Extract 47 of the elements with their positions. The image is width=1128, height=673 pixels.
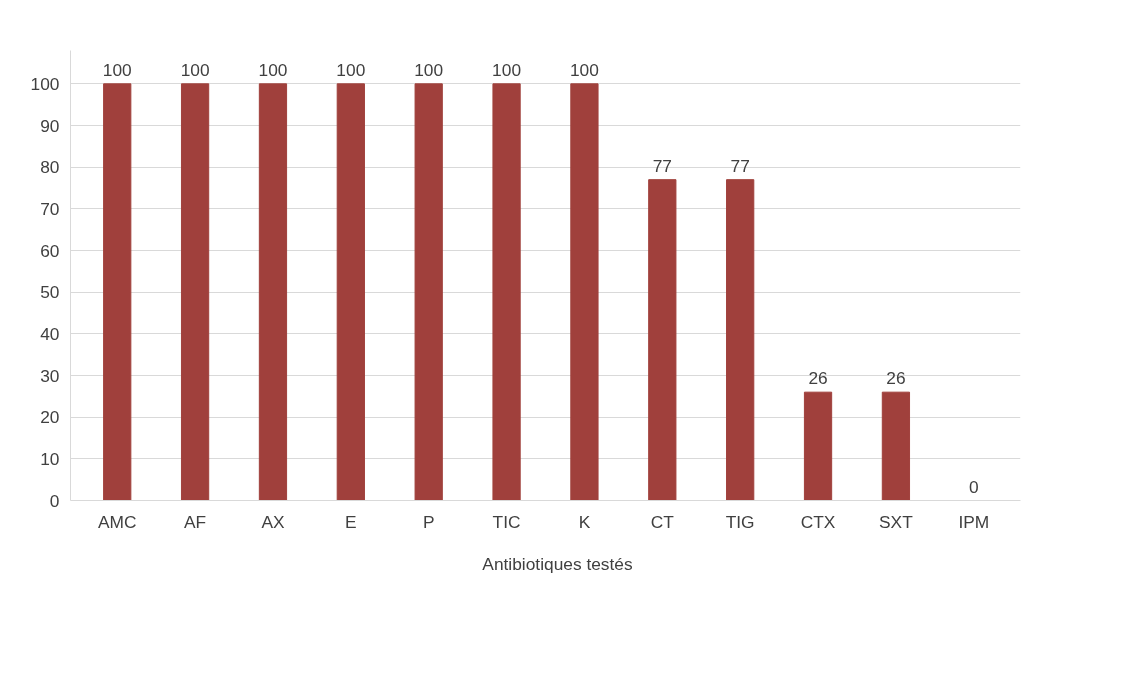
data-label: 100 <box>492 59 522 80</box>
bar <box>881 391 911 501</box>
bar <box>336 83 365 501</box>
x-tick-label: AX <box>261 511 285 532</box>
data-label: 100 <box>414 59 444 80</box>
y-tick-label: 40 <box>40 323 60 344</box>
bar <box>492 83 521 501</box>
y-tick-label: 80 <box>40 157 60 178</box>
y-tick-label: 30 <box>40 365 60 386</box>
data-label: 100 <box>102 59 132 80</box>
x-tick-label: AMC <box>97 511 137 532</box>
bar <box>570 83 599 501</box>
x-tick-label: E <box>345 511 357 532</box>
x-tick-label: AF <box>184 511 207 532</box>
data-label: 100 <box>569 59 599 80</box>
x-tick-label: TIC <box>492 511 521 532</box>
bar <box>803 391 833 501</box>
text: Antibiotiques testés <box>482 553 633 575</box>
x-tick-label: SXT <box>879 511 914 532</box>
data-label: 0 <box>968 476 979 497</box>
data-label: 26 <box>886 368 906 389</box>
data-label: 100 <box>258 59 288 80</box>
y-tick-label: 50 <box>40 282 60 303</box>
data-label: 100 <box>180 59 210 80</box>
x-tick-label: P <box>422 511 435 532</box>
data-label: 77 <box>730 155 750 176</box>
y-tick-label: 70 <box>40 198 60 219</box>
y-tick-label: 0 <box>49 490 60 511</box>
y-tick-label: 20 <box>40 407 60 428</box>
bar <box>258 83 288 501</box>
y-tick-label: 60 <box>40 240 60 261</box>
x-tick-label: IPM <box>958 511 990 532</box>
x-tick-label: K <box>578 511 591 532</box>
y-tick-label: 100 <box>30 73 60 94</box>
data-label: 77 <box>652 155 672 176</box>
x-tick-label: CT <box>650 511 675 532</box>
data-label: 26 <box>808 368 828 389</box>
x-tick-label: TIG <box>725 511 755 532</box>
bar <box>726 179 755 501</box>
data-label: 100 <box>336 59 366 80</box>
y-tick-label: 10 <box>40 448 60 469</box>
bar <box>414 83 443 501</box>
bar <box>103 83 132 501</box>
bar <box>648 179 677 501</box>
y-tick-label: 90 <box>40 115 60 136</box>
x-tick-label: CTX <box>800 511 836 532</box>
bar <box>180 83 210 501</box>
